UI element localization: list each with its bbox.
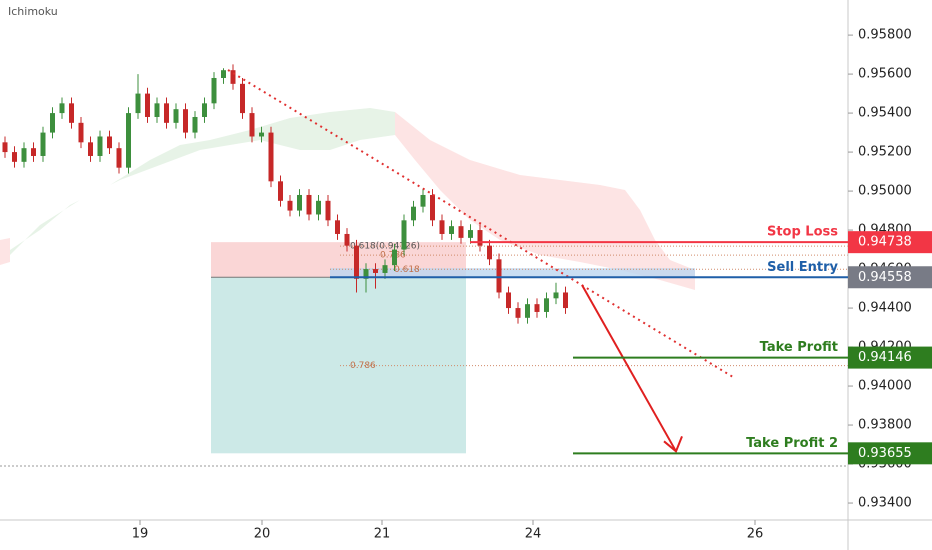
reward-box — [211, 277, 466, 454]
candle-body — [420, 194, 426, 207]
candle-body — [392, 249, 397, 266]
candle-body — [202, 103, 207, 117]
level-price-box — [848, 442, 932, 465]
candle-body — [506, 292, 511, 309]
candle-body — [21, 148, 27, 162]
level-name: Stop Loss — [767, 225, 838, 240]
level-price-box — [848, 231, 932, 254]
candle-body — [154, 103, 160, 117]
level-price: 0.94738 — [858, 235, 912, 250]
candle-body — [135, 93, 141, 114]
candle-body — [335, 220, 340, 234]
indicator-label: Ichimoku — [8, 5, 58, 18]
candle-body — [439, 220, 445, 234]
level-price: 0.94558 — [858, 270, 912, 285]
candle-body — [515, 308, 521, 318]
candle-body — [287, 200, 293, 211]
fib-label: 0.618 — [394, 265, 420, 275]
candle-body — [563, 292, 568, 309]
level-name: Take Profit — [760, 340, 838, 355]
candle-body — [78, 122, 84, 143]
candle-body — [211, 77, 217, 104]
candle-body — [69, 103, 74, 123]
y-tick-label: 0.93400 — [858, 496, 912, 511]
candle-body — [525, 304, 530, 318]
candle-body — [107, 136, 112, 149]
candle-body — [12, 152, 17, 162]
candle-body — [2, 142, 8, 153]
x-tick-label: 26 — [747, 527, 764, 542]
candle-body — [430, 194, 435, 221]
candle-body — [411, 206, 416, 221]
entry-zone — [330, 268, 695, 278]
candle-body — [449, 226, 454, 234]
candle-body — [544, 298, 549, 312]
candle-body — [230, 70, 236, 84]
candle-body — [344, 233, 350, 246]
candle-body — [88, 142, 93, 156]
y-tick-label: 0.93800 — [858, 418, 912, 433]
candle-body — [468, 230, 473, 238]
candle-body — [192, 116, 198, 133]
candle-body — [50, 113, 55, 133]
x-tick-label: 19 — [132, 527, 149, 542]
candle-body — [249, 113, 255, 137]
candle-body — [477, 230, 483, 246]
candle-body — [306, 194, 312, 215]
y-tick-label: 0.94000 — [858, 379, 912, 394]
candle-body — [382, 265, 388, 273]
candle-body — [59, 103, 65, 114]
candle-body — [40, 132, 46, 156]
candle-body — [278, 181, 283, 201]
level-price: 0.94146 — [858, 350, 912, 365]
candle-body — [183, 109, 188, 133]
candle-body — [259, 132, 264, 137]
arrow-head — [663, 435, 683, 453]
x-tick-label: 21 — [374, 527, 391, 542]
candle-body — [458, 226, 464, 238]
candle-body — [164, 103, 169, 123]
candle-body — [173, 109, 179, 123]
candle-body — [487, 245, 492, 260]
x-tick-label: 20 — [254, 527, 271, 542]
projection-arrow — [581, 284, 677, 452]
candle-body — [316, 200, 321, 215]
fib-label: 0.618(0.94726) — [350, 242, 420, 252]
candle-body — [221, 70, 226, 78]
candle-body — [363, 269, 369, 279]
y-tick-label: 0.95400 — [858, 106, 912, 121]
cloud-green — [10, 108, 395, 255]
candle-body — [534, 304, 540, 312]
candle-body — [325, 200, 331, 221]
candle-body — [126, 113, 131, 168]
candle-body — [553, 292, 559, 299]
candle-body — [297, 194, 302, 211]
candle-body — [116, 148, 122, 168]
candle-body — [31, 148, 36, 156]
candle-body — [373, 269, 378, 273]
y-tick-label: 0.94400 — [858, 301, 912, 316]
candle-body — [401, 220, 407, 250]
trend-line — [227, 69, 734, 378]
level-name: Take Profit 2 — [746, 436, 838, 451]
y-tick-label: 0.95000 — [858, 184, 912, 199]
y-tick-label: 0.95200 — [858, 145, 912, 160]
y-tick-label: 0.95600 — [858, 67, 912, 82]
x-tick-label: 24 — [525, 527, 542, 542]
cloud-red — [0, 238, 10, 265]
level-price: 0.93655 — [858, 446, 912, 461]
level-price-box — [848, 266, 932, 289]
candle-body — [496, 259, 502, 293]
candle-body — [145, 93, 150, 117]
candle-body — [97, 136, 103, 156]
fib-label: 0.786 — [350, 361, 376, 371]
level-name: Sell Entry — [767, 260, 838, 275]
candle-body — [354, 245, 359, 279]
cloud-red — [395, 112, 695, 290]
y-tick-label: 0.95800 — [858, 28, 912, 43]
candle-body — [268, 132, 274, 182]
candle-body — [240, 83, 245, 114]
level-price-box — [848, 346, 932, 369]
